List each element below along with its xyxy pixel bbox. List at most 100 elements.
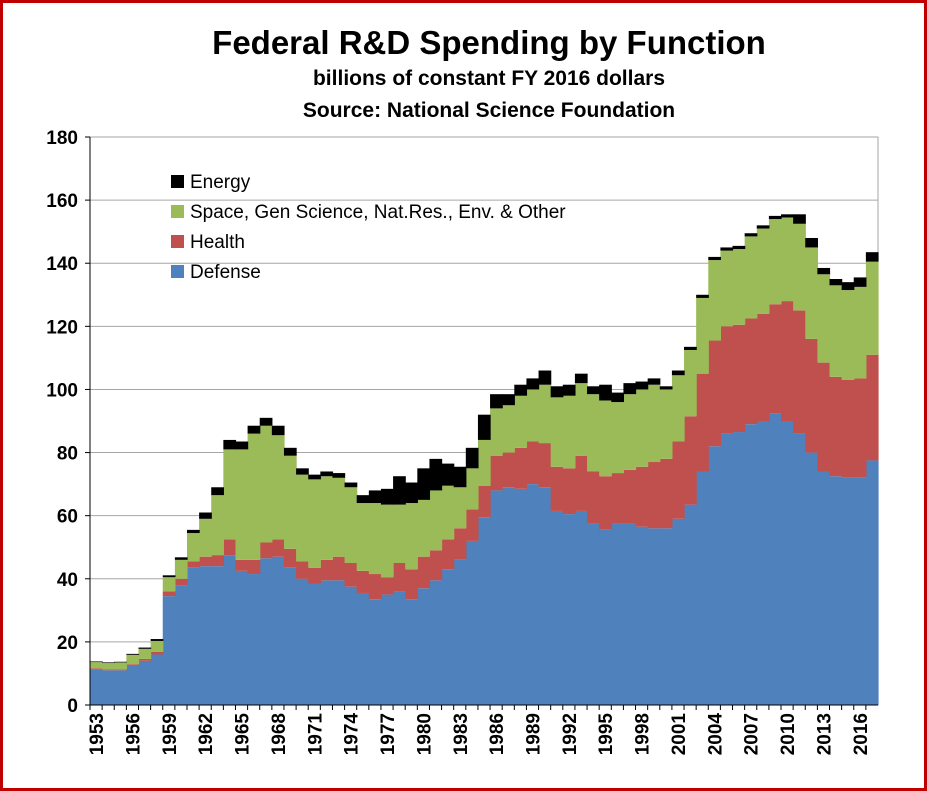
area-segment: [744, 318, 758, 425]
area-segment: [732, 245, 746, 250]
area-segment: [186, 567, 200, 705]
area-segment: [320, 471, 334, 477]
area-segment: [453, 466, 467, 488]
area-segment: [744, 233, 758, 237]
area-segment: [417, 588, 431, 705]
area-segment: [308, 567, 321, 584]
area-segment: [126, 664, 140, 666]
area-segment: [150, 640, 164, 652]
area-segment: [441, 463, 455, 486]
area-segment: [647, 378, 661, 385]
area-segment: [441, 569, 455, 705]
area-segment: [199, 512, 212, 519]
area-segment: [126, 654, 140, 665]
y-tick-label: 40: [57, 570, 78, 591]
area-segment: [684, 346, 697, 350]
area-segment: [102, 670, 115, 705]
x-tick-label: 1998: [633, 713, 654, 755]
area-segment: [841, 282, 855, 291]
x-tick-label: 1983: [451, 713, 472, 755]
area-segment: [635, 526, 649, 705]
area-segment: [671, 518, 685, 705]
area-segment: [623, 469, 637, 524]
area-segment: [90, 668, 103, 670]
area-segment: [550, 386, 564, 398]
series-energy: [90, 214, 879, 664]
y-tick-label: 20: [57, 633, 78, 654]
area-segment: [671, 441, 685, 519]
area-segment: [453, 487, 467, 529]
plot-area: 0 20 40 60 80 100 120 140 160 180 1953 1956 1959 196…: [46, 128, 879, 756]
area-segment: [174, 578, 188, 586]
area-segment: [720, 326, 734, 434]
area-segment: [465, 468, 479, 510]
area-segment: [150, 651, 164, 655]
legend-swatch: [171, 205, 184, 218]
area-segment: [332, 477, 346, 557]
y-tick-label: 80: [57, 444, 78, 465]
area-segment: [126, 653, 140, 655]
area-segment: [744, 236, 758, 319]
area-segment: [538, 384, 552, 444]
area-segment: [259, 425, 273, 543]
area-segment: [720, 433, 734, 705]
area-segment: [684, 350, 697, 417]
x-axis: 1953 1956 1959 1962 1965 1968 1971 1974 1977 1980…: [87, 704, 878, 756]
series-space-gen-science-nat-res-env-other: [90, 217, 879, 670]
area-segment: [574, 455, 588, 511]
area-segment: [320, 580, 334, 705]
area-segment: [599, 476, 612, 530]
x-tick-label: 1953: [87, 713, 108, 755]
area-segment: [102, 669, 115, 671]
area-segment: [417, 556, 431, 589]
area-segment: [223, 539, 237, 556]
series-health: [90, 301, 879, 671]
x-tick-label: 1977: [378, 713, 399, 755]
area-segment: [768, 413, 782, 705]
area-segment: [429, 458, 443, 491]
area-segment: [356, 495, 370, 504]
area-segment: [599, 529, 612, 705]
area-segment: [393, 476, 406, 505]
area-segment: [623, 523, 637, 705]
area-segment: [114, 661, 127, 663]
area-segment: [659, 386, 673, 390]
area-segment: [380, 577, 394, 595]
area-segment: [465, 447, 479, 469]
area-segment: [186, 529, 200, 534]
area-segment: [162, 575, 176, 578]
area-segment: [502, 452, 515, 488]
area-segment: [199, 518, 212, 557]
area-segment: [817, 267, 831, 275]
area-segment: [271, 435, 285, 540]
area-segment: [490, 394, 503, 409]
area-segment: [562, 468, 576, 515]
chart-subtitle-source: Source: National Science Foundation: [303, 99, 675, 122]
area-segment: [247, 559, 261, 575]
area-segment: [805, 452, 818, 705]
area-segment: [429, 490, 443, 551]
area-segment: [332, 556, 346, 581]
area-segment: [296, 561, 309, 579]
area-segment: [102, 663, 115, 670]
legend-label: Energy: [190, 172, 251, 193]
area-segment: [538, 443, 552, 488]
area-segment: [247, 425, 261, 434]
area-segment: [441, 539, 455, 570]
area-segment: [296, 578, 309, 705]
area-segment: [247, 574, 261, 705]
area-segment: [708, 446, 721, 705]
area-segment: [768, 219, 782, 305]
area-segment: [296, 468, 309, 475]
area-segment: [393, 591, 406, 705]
area-segment: [344, 487, 358, 563]
area-segment: [793, 310, 806, 434]
area-segment: [405, 482, 418, 504]
x-tick-label: 1965: [233, 713, 254, 756]
y-axis: 0 20 40 60 80 100 120 140 160 180: [46, 128, 91, 717]
area-segment: [235, 559, 249, 571]
area-segment: [138, 648, 152, 659]
area-segment: [308, 583, 321, 705]
area-segment: [768, 304, 782, 414]
area-segment: [429, 550, 443, 581]
